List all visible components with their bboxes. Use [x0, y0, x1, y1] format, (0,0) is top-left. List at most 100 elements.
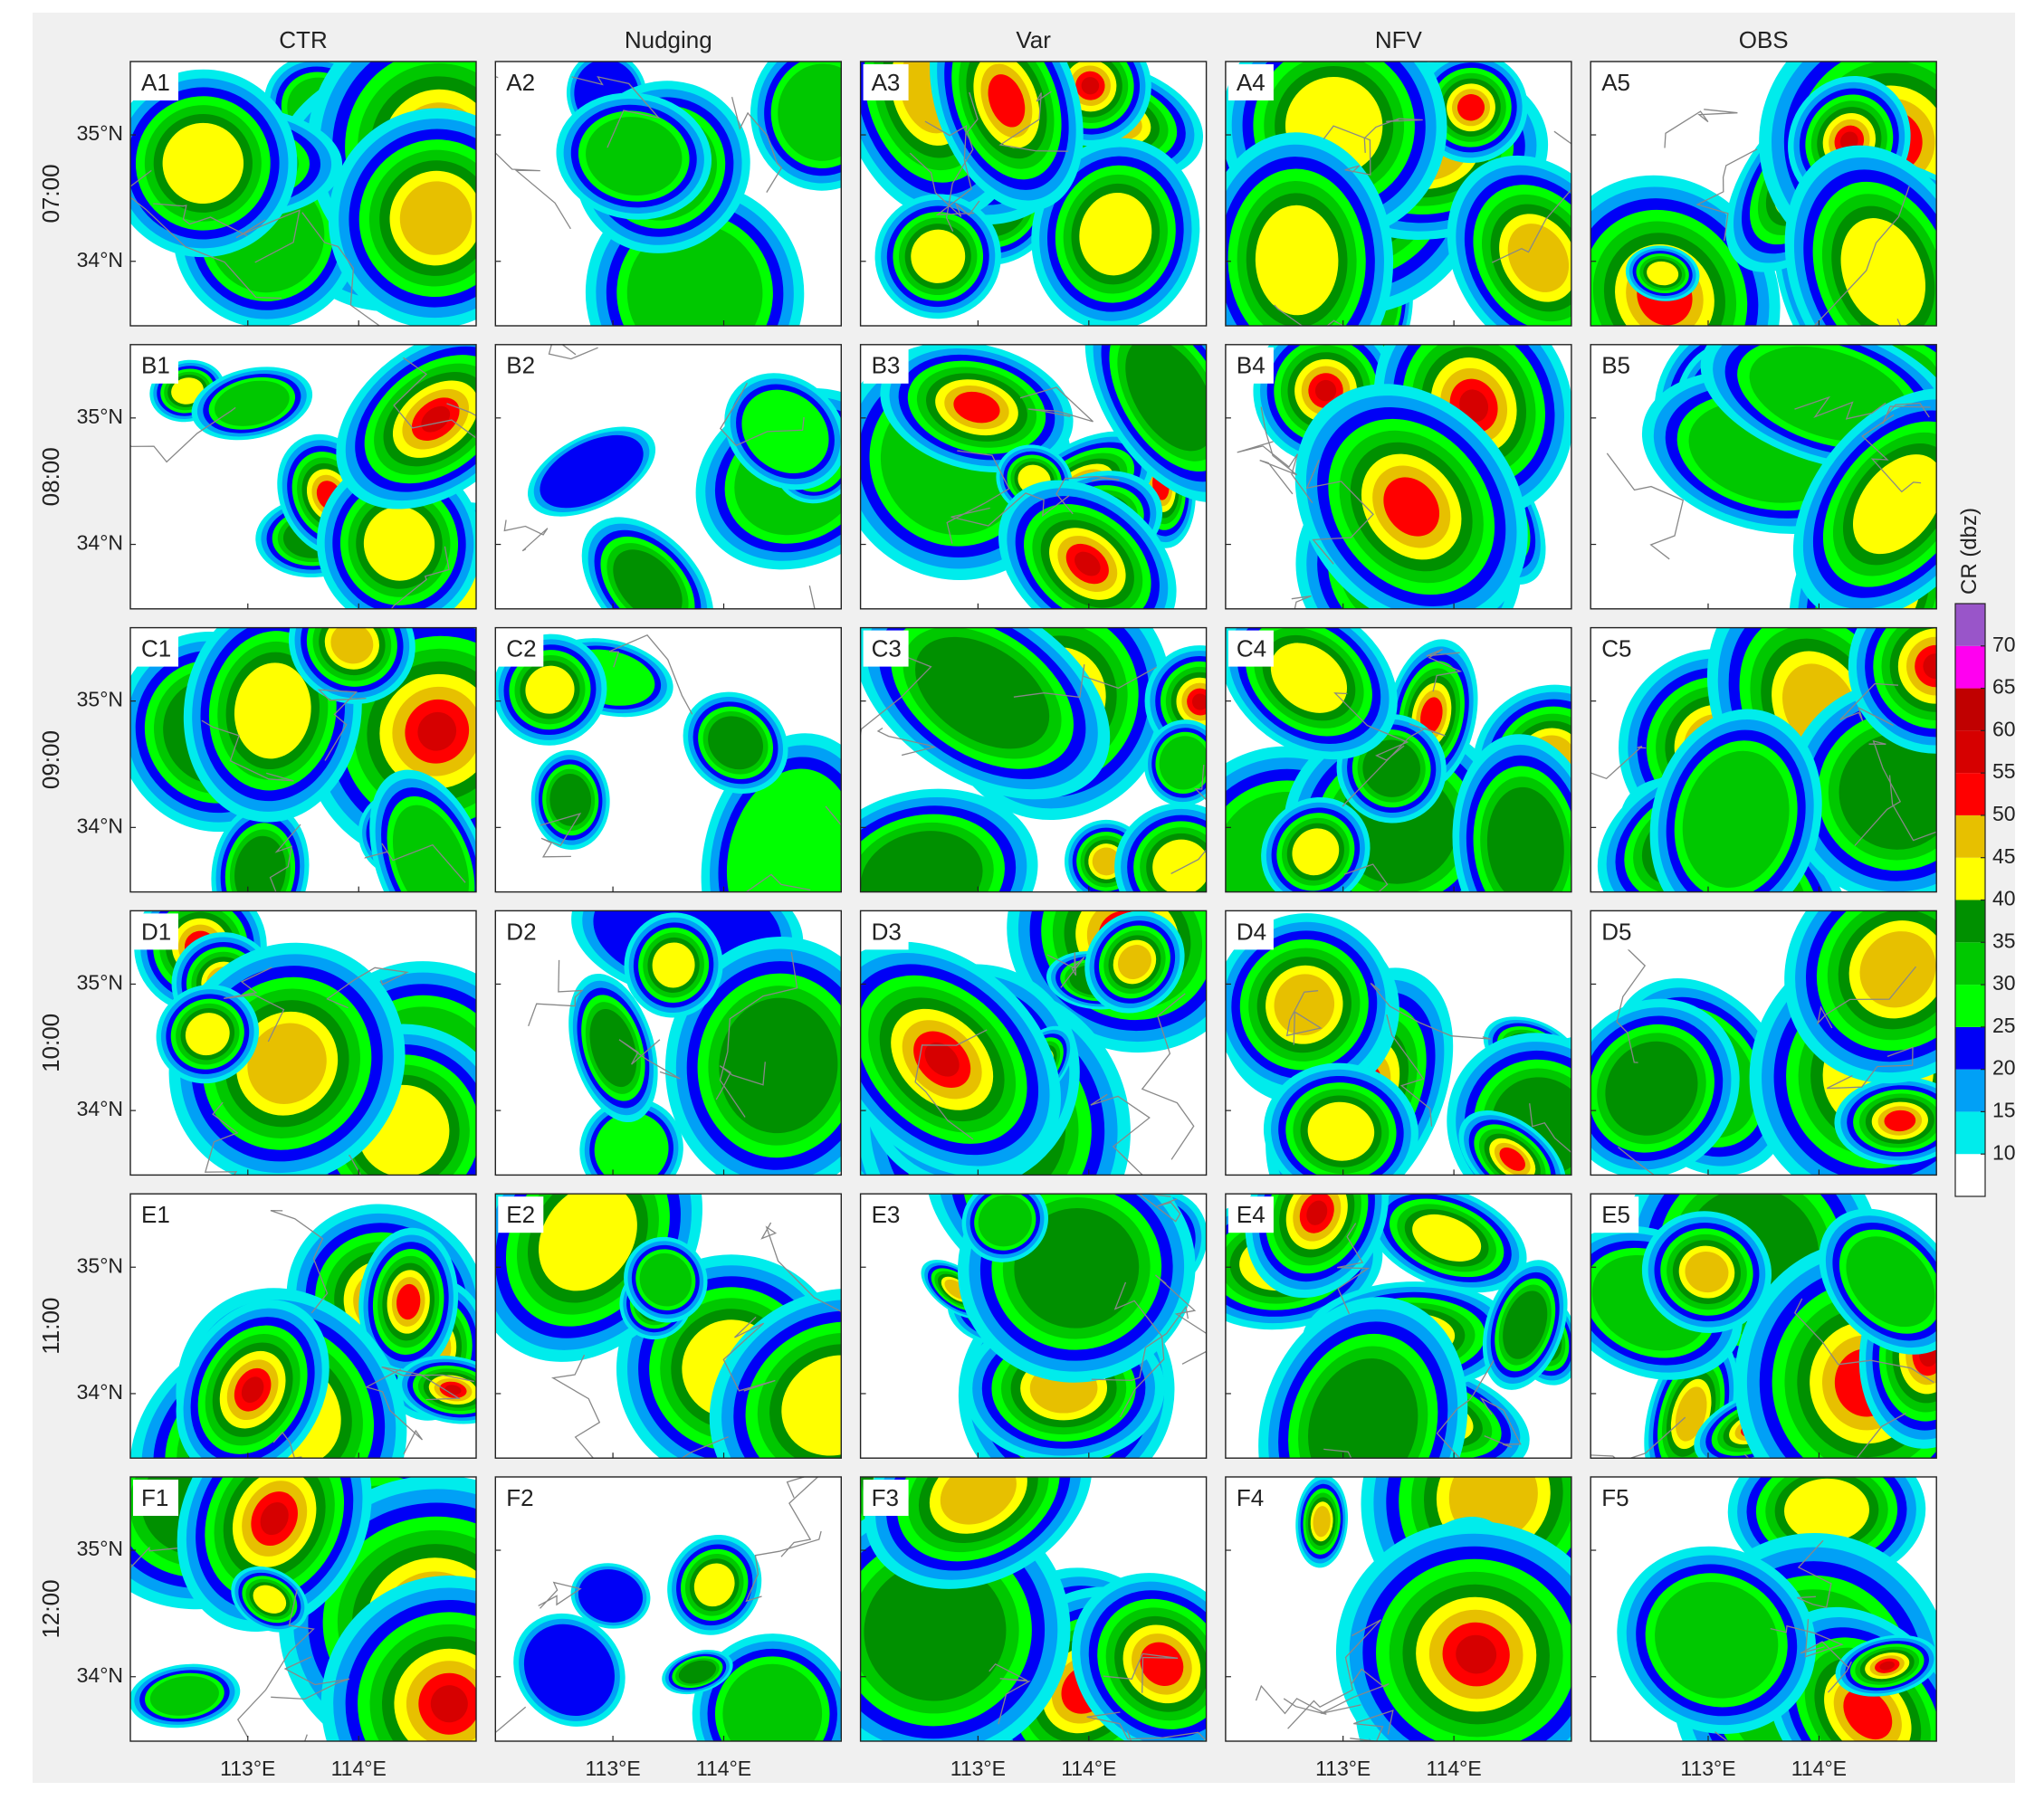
- province-border: [1291, 595, 1312, 609]
- panel-label: F5: [1601, 1484, 1629, 1511]
- lat-tick-label: 35°N: [77, 405, 123, 428]
- echo-area: [1140, 1642, 1184, 1686]
- lat-tick-label: 34°N: [77, 1097, 123, 1120]
- echo-area: [234, 662, 311, 759]
- map-panel: [130, 344, 476, 609]
- echo-area: [1503, 1290, 1548, 1359]
- province-border: [715, 1062, 766, 1100]
- province-border: [1610, 932, 1647, 1063]
- province-border: [924, 120, 975, 216]
- province-border: [446, 403, 476, 417]
- echo-area: [253, 1585, 287, 1614]
- echo-area: [523, 1624, 615, 1717]
- echo-area: [741, 389, 829, 474]
- province-border: [1237, 441, 1313, 504]
- province-border: [130, 1546, 178, 1569]
- panel-label-box: [133, 1196, 178, 1233]
- lat-tick-label: 35°N: [77, 688, 123, 711]
- colorbar-tick-label: 30: [1992, 971, 2016, 995]
- echo-area: [1270, 643, 1348, 713]
- province-border: [1618, 1147, 1656, 1176]
- province-border: [1138, 1194, 1181, 1223]
- province-border: [393, 357, 476, 439]
- province-border: [1606, 452, 1685, 560]
- province-border: [1350, 1710, 1394, 1741]
- echo-area: [578, 1569, 644, 1623]
- panel-frame: [129, 910, 477, 1176]
- province-border: [1141, 993, 1195, 1160]
- panel-frame: [1590, 344, 1937, 610]
- echo-area: [864, 1561, 1007, 1701]
- panel-label: C4: [1237, 634, 1266, 662]
- province-border: [548, 344, 598, 360]
- panel-label-box: [1593, 347, 1639, 384]
- colorbar-tick-label: 35: [1992, 929, 2016, 952]
- panel-label-box: [1227, 64, 1274, 100]
- panel-label: C3: [872, 634, 902, 662]
- province-border: [1794, 1298, 1934, 1384]
- map-panel: [860, 627, 1207, 892]
- echo-area: [722, 1663, 823, 1741]
- map-panel: [130, 1477, 476, 1741]
- echo-area: [639, 1252, 692, 1307]
- panel-frame: [129, 61, 477, 327]
- echo-area: [594, 1112, 669, 1176]
- panel-frame: [494, 61, 842, 327]
- panel-label: B5: [1601, 352, 1630, 379]
- province-border: [528, 959, 584, 1027]
- echo-area: [1499, 1147, 1525, 1171]
- province-border: [608, 634, 693, 715]
- province-border: [1333, 692, 1409, 761]
- province-border: [909, 152, 980, 217]
- province-border: [223, 967, 285, 1043]
- echo-area: [1117, 945, 1151, 979]
- panel-label: A5: [1601, 69, 1630, 96]
- echo-area: [539, 1194, 637, 1291]
- echo-area: [1308, 1358, 1418, 1459]
- lat-tick-label: 35°N: [77, 1253, 123, 1277]
- panel-label: F3: [872, 1484, 899, 1511]
- echo-area: [1313, 1506, 1331, 1538]
- province-border: [1323, 1448, 1352, 1459]
- panel-frame: [1590, 626, 1937, 893]
- echo-area: [1306, 1200, 1328, 1225]
- panel-label: A4: [1237, 69, 1266, 96]
- province-border: [269, 824, 301, 892]
- echo-area: [1840, 218, 1926, 326]
- province-border: [1695, 148, 1758, 242]
- column-title: CTR: [279, 26, 327, 53]
- panel-label-box: [133, 913, 178, 950]
- echo-area: [1923, 653, 1937, 680]
- colorbar-tick-label: 65: [1992, 675, 2016, 699]
- province-border: [1839, 682, 1899, 727]
- colorbar-box: [1955, 1111, 1985, 1155]
- echo-area: [1685, 1252, 1729, 1293]
- panel-frame: [129, 1476, 477, 1742]
- lon-tick-label: 113°E: [1315, 1757, 1371, 1780]
- province-border: [722, 1316, 776, 1392]
- echo-area: [1125, 344, 1207, 452]
- panel-label: A2: [506, 69, 535, 96]
- province-border: [1817, 966, 1917, 1029]
- echo-area: [525, 665, 575, 714]
- colorbar-tick-label: 15: [1992, 1099, 2016, 1122]
- panel-label-box: [1593, 64, 1639, 100]
- colorbar-box: [1955, 688, 1985, 731]
- echo-area: [719, 997, 838, 1134]
- lat-tick-label: 35°N: [77, 971, 123, 995]
- map-panel: [860, 344, 1207, 609]
- province-border: [1287, 1619, 1381, 1729]
- panel-label: C5: [1601, 634, 1631, 662]
- province-border: [760, 1222, 842, 1313]
- panel-frame: [494, 626, 842, 893]
- colorbar-tick-label: 25: [1992, 1014, 2016, 1037]
- colorbar-box: [1955, 1154, 1985, 1196]
- panel-frame: [494, 910, 842, 1176]
- province-border: [950, 492, 1070, 527]
- echo-area: [978, 1195, 1032, 1247]
- province-border: [1770, 1619, 1844, 1658]
- province-border: [326, 967, 409, 1009]
- lon-tick-label: 114°E: [696, 1757, 751, 1780]
- echo-area: [693, 1563, 735, 1607]
- panel-label-box: [863, 64, 909, 100]
